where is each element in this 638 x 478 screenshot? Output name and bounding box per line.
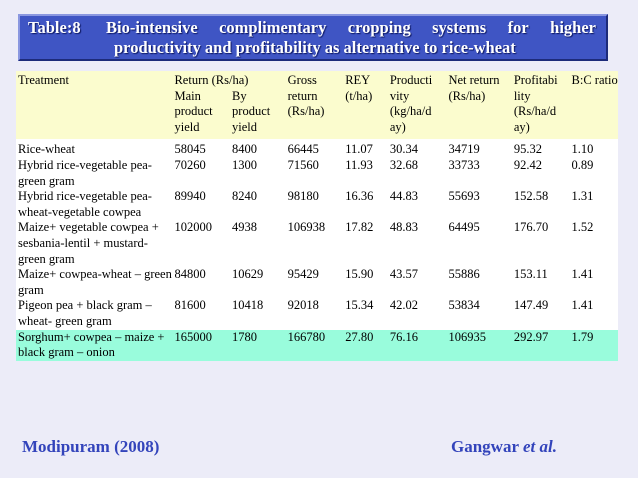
cell-net: 64495: [446, 220, 512, 268]
table-number: Table:8: [28, 18, 81, 37]
header-gross-return: Gross return (Rs/ha): [285, 71, 344, 140]
cell-gross: 71560: [285, 157, 344, 190]
cell-treatment: Maize+ cowpea-wheat – green gram: [16, 267, 173, 299]
header-bc-ratio: B:C ratio: [569, 71, 618, 140]
cell-gross: 92018: [285, 298, 344, 330]
cell-rey: 15.34: [343, 298, 388, 330]
table-subheader-row: Main product yield By product yield: [16, 88, 618, 140]
title-word: cropping: [347, 18, 411, 37]
cell-bc: 1.31: [569, 189, 618, 221]
cell-prod: 43.57: [387, 267, 447, 299]
header-return: Return (Rs/ha): [172, 71, 286, 89]
cell-profit: 153.11: [511, 267, 570, 299]
cell-by: 10418: [230, 298, 286, 330]
table-row: Maize+ cowpea-wheat – green gram 84800 106…: [16, 267, 618, 299]
cell-profit: 176.70: [511, 220, 570, 268]
table-row: Sorghum+ cowpea – maize + black gram – o…: [16, 329, 618, 361]
cell-treatment: Pigeon pea + black gram – wheat- green g…: [16, 298, 173, 330]
cell-main: 81600: [172, 298, 231, 330]
cell-main: 165000: [172, 329, 231, 361]
cell-bc: 1.41: [569, 267, 618, 299]
cell-main: 70260: [172, 157, 231, 190]
cell-net: 106935: [446, 329, 512, 361]
header-treatment: Treatment: [16, 71, 173, 140]
table-header-row: Treatment Return (Rs/ha) Gross return (R…: [16, 71, 618, 140]
table-row: Rice-wheat 58045 8400 66445 11.07 30.34 34719 9…: [16, 139, 618, 158]
cell-by: 4938: [230, 220, 286, 268]
cell-rey: 17.82: [343, 220, 388, 268]
cell-gross: 66445: [285, 139, 344, 158]
title-line-1: Table:8 Bio-intensive complimentary crop…: [28, 18, 596, 38]
cell-treatment: Hybrid rice-vegetable pea-green gram: [16, 157, 173, 190]
cell-main: 58045: [172, 139, 231, 158]
table-row: Pigeon pea + black gram – wheat- green g…: [16, 298, 618, 330]
table-row: Hybrid rice-vegetable pea-wheat-vegetabl…: [16, 189, 618, 221]
cell-by: 1300: [230, 157, 286, 190]
title-word: for: [507, 18, 529, 37]
cell-rey: 15.90: [343, 267, 388, 299]
header-net-return: Net return (Rs/ha): [446, 71, 512, 140]
cell-net: 55886: [446, 267, 512, 299]
cell-profit: 147.49: [511, 298, 570, 330]
cell-bc: 0.89: [569, 157, 618, 190]
cell-bc: 1.79: [569, 329, 618, 361]
cell-net: 33733: [446, 157, 512, 190]
cell-treatment: Maize+ vegetable cowpea + sesbania-lenti…: [16, 220, 173, 268]
header-rey: REY (t/ha): [343, 71, 388, 140]
header-profitability: Profitabi lity (Rs/ha/d ay): [511, 71, 570, 140]
author-name: Gangwar: [451, 437, 519, 456]
title-words: Bio-intensive complimentary cropping sys…: [106, 18, 596, 38]
cell-bc: 1.41: [569, 298, 618, 330]
title-line-2: productivity and profitability as altern…: [114, 38, 516, 57]
cell-gross: 106938: [285, 220, 344, 268]
title-word: higher: [550, 18, 596, 37]
cell-by: 8400: [230, 139, 286, 158]
cell-rey: 27.80: [343, 329, 388, 361]
cell-prod: 32.68: [387, 157, 447, 190]
cell-treatment: Sorghum+ cowpea – maize + black gram – o…: [16, 329, 173, 361]
header-productivity: Producti vity (kg/ha/d ay): [387, 71, 447, 140]
header-by-product-yield: By product yield: [230, 88, 286, 140]
table-row: Maize+ vegetable cowpea + sesbania-lenti…: [16, 220, 618, 268]
cell-prod: 48.83: [387, 220, 447, 268]
cell-gross: 98180: [285, 189, 344, 221]
cell-profit: 152.58: [511, 189, 570, 221]
cell-rey: 11.93: [343, 157, 388, 190]
cell-prod: 76.16: [387, 329, 447, 361]
table-row: Hybrid rice-vegetable pea-green gram 7026…: [16, 157, 618, 190]
cell-prod: 44.83: [387, 189, 447, 221]
author-suffix: et al.: [522, 437, 557, 456]
cell-net: 55693: [446, 189, 512, 221]
cell-prod: 42.02: [387, 298, 447, 330]
cell-rey: 16.36: [343, 189, 388, 221]
cell-by: 10629: [230, 267, 286, 299]
cell-profit: 292.97: [511, 329, 570, 361]
cell-prod: 30.34: [387, 139, 447, 158]
cell-profit: 95.32: [511, 139, 570, 158]
cell-rey: 11.07: [343, 139, 388, 158]
source-caption: Modipuram (2008): [22, 437, 160, 456]
cell-treatment: Hybrid rice-vegetable pea-wheat-vegetabl…: [16, 189, 173, 221]
cell-net: 34719: [446, 139, 512, 158]
cell-gross: 95429: [285, 267, 344, 299]
author-citation: Gangwar et al.: [451, 437, 557, 457]
header-main-product-yield: Main product yield: [172, 88, 231, 140]
slide-title: Table:8 Bio-intensive complimentary crop…: [18, 14, 608, 61]
cell-bc: 1.52: [569, 220, 618, 268]
cell-treatment: Rice-wheat: [16, 139, 173, 158]
cell-main: 89940: [172, 189, 231, 221]
cell-main: 84800: [172, 267, 231, 299]
title-word: complimentary: [219, 18, 327, 37]
cell-gross: 166780: [285, 329, 344, 361]
title-word: Bio-intensive: [106, 18, 198, 37]
cell-by: 1780: [230, 329, 286, 361]
cell-by: 8240: [230, 189, 286, 221]
title-word: systems: [432, 18, 487, 37]
cell-profit: 92.42: [511, 157, 570, 190]
cell-bc: 1.10: [569, 139, 618, 158]
cropping-systems-table: Treatment Return (Rs/ha) Gross return (R…: [16, 71, 618, 361]
cell-net: 53834: [446, 298, 512, 330]
cell-main: 102000: [172, 220, 231, 268]
